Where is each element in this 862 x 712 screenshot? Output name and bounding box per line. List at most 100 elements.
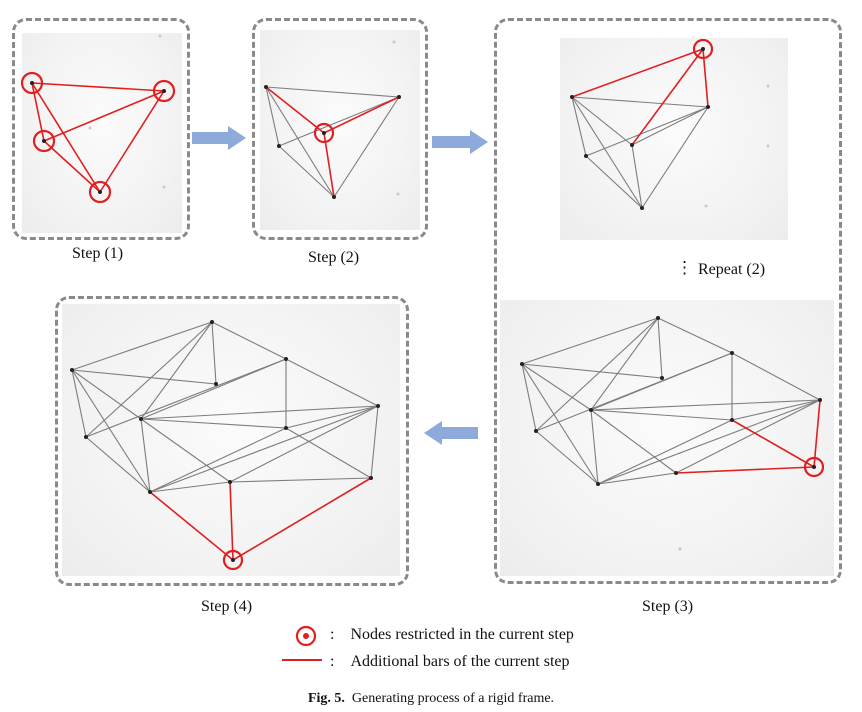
added-bar bbox=[31, 82, 101, 193]
bar bbox=[521, 363, 592, 411]
bar bbox=[590, 317, 659, 411]
added-bar bbox=[43, 140, 101, 193]
added-bar bbox=[813, 399, 821, 468]
bar bbox=[597, 472, 677, 485]
bar bbox=[140, 418, 151, 493]
bar bbox=[521, 363, 537, 432]
bar bbox=[631, 106, 709, 146]
legend-bars-text: Additional bars of the current step bbox=[350, 653, 570, 670]
node bbox=[534, 429, 538, 433]
legend-separator: : bbox=[330, 626, 335, 643]
node bbox=[570, 95, 574, 99]
bar bbox=[571, 96, 709, 108]
bar bbox=[85, 321, 213, 438]
node bbox=[656, 316, 660, 320]
legend-bars-row: : Additional bars of the current step bbox=[330, 653, 570, 671]
bar bbox=[265, 86, 400, 98]
node bbox=[369, 476, 373, 480]
left-arrow-icon bbox=[424, 421, 478, 445]
bar bbox=[285, 427, 372, 479]
node bbox=[812, 465, 816, 469]
bar bbox=[590, 399, 821, 411]
added-bar bbox=[675, 466, 815, 474]
bar bbox=[265, 86, 335, 198]
bar bbox=[631, 144, 643, 209]
step3-photo bbox=[500, 300, 834, 576]
added-bar bbox=[229, 481, 234, 561]
bar bbox=[85, 358, 287, 438]
step2-photo bbox=[260, 30, 420, 230]
node bbox=[148, 490, 152, 494]
restricted-node-ring bbox=[152, 79, 176, 103]
bar bbox=[149, 405, 379, 493]
speck bbox=[162, 185, 166, 189]
node bbox=[706, 105, 710, 109]
node bbox=[674, 471, 678, 475]
bar bbox=[85, 436, 151, 493]
restricted-node-ring bbox=[222, 549, 244, 571]
bar bbox=[370, 405, 379, 479]
right-arrow-icon bbox=[432, 130, 488, 154]
node bbox=[162, 89, 166, 93]
restricted-node-ring bbox=[20, 71, 44, 95]
bar bbox=[571, 96, 633, 146]
caption-text: Generating process of a rigid frame. bbox=[351, 691, 555, 706]
restricted-node-ring bbox=[313, 122, 335, 144]
node bbox=[640, 206, 644, 210]
restricted-node-ring bbox=[803, 456, 825, 478]
bar bbox=[265, 86, 280, 147]
bar bbox=[585, 106, 709, 157]
node bbox=[332, 195, 336, 199]
node bbox=[84, 435, 88, 439]
right-arrow-icon bbox=[192, 126, 246, 150]
bar bbox=[535, 430, 599, 485]
bar bbox=[140, 321, 213, 420]
added-bar bbox=[265, 86, 325, 134]
bar bbox=[71, 369, 151, 493]
step1-label: Step (1) bbox=[72, 245, 124, 262]
bar bbox=[590, 409, 677, 474]
speck bbox=[766, 84, 770, 88]
node bbox=[139, 417, 143, 421]
repeat-marker: ⋮ bbox=[676, 258, 693, 277]
bar bbox=[71, 321, 213, 371]
node bbox=[264, 85, 268, 89]
node bbox=[630, 143, 634, 147]
node bbox=[596, 482, 600, 486]
bar bbox=[521, 363, 663, 379]
bar bbox=[140, 405, 379, 420]
added-bar bbox=[232, 477, 372, 561]
added-bar bbox=[631, 48, 704, 146]
bar bbox=[211, 321, 287, 360]
bar bbox=[333, 96, 400, 198]
bar bbox=[597, 399, 821, 485]
bar bbox=[590, 409, 733, 421]
node bbox=[231, 558, 235, 562]
bar bbox=[675, 399, 821, 474]
node bbox=[42, 139, 46, 143]
speck bbox=[392, 40, 396, 44]
node bbox=[70, 368, 74, 372]
speck bbox=[396, 192, 400, 196]
bar bbox=[140, 418, 231, 483]
speck bbox=[704, 204, 708, 208]
added-bar-legend-icon bbox=[282, 659, 322, 661]
caption-prefix: Fig. 5. bbox=[307, 691, 345, 706]
step2-label: Step (2) bbox=[308, 249, 360, 266]
step4-label: Step (4) bbox=[201, 598, 253, 615]
step2-panel bbox=[252, 18, 428, 240]
restricted-node-ring bbox=[88, 180, 112, 204]
node bbox=[520, 362, 524, 366]
restricted-node-ring bbox=[32, 129, 56, 153]
bar bbox=[71, 369, 217, 385]
bar bbox=[285, 358, 379, 407]
added-bar bbox=[99, 90, 165, 193]
bar bbox=[285, 405, 379, 429]
legend-nodes-text: Nodes restricted in the current step bbox=[350, 626, 574, 643]
bar bbox=[211, 321, 217, 385]
bar bbox=[140, 418, 287, 429]
